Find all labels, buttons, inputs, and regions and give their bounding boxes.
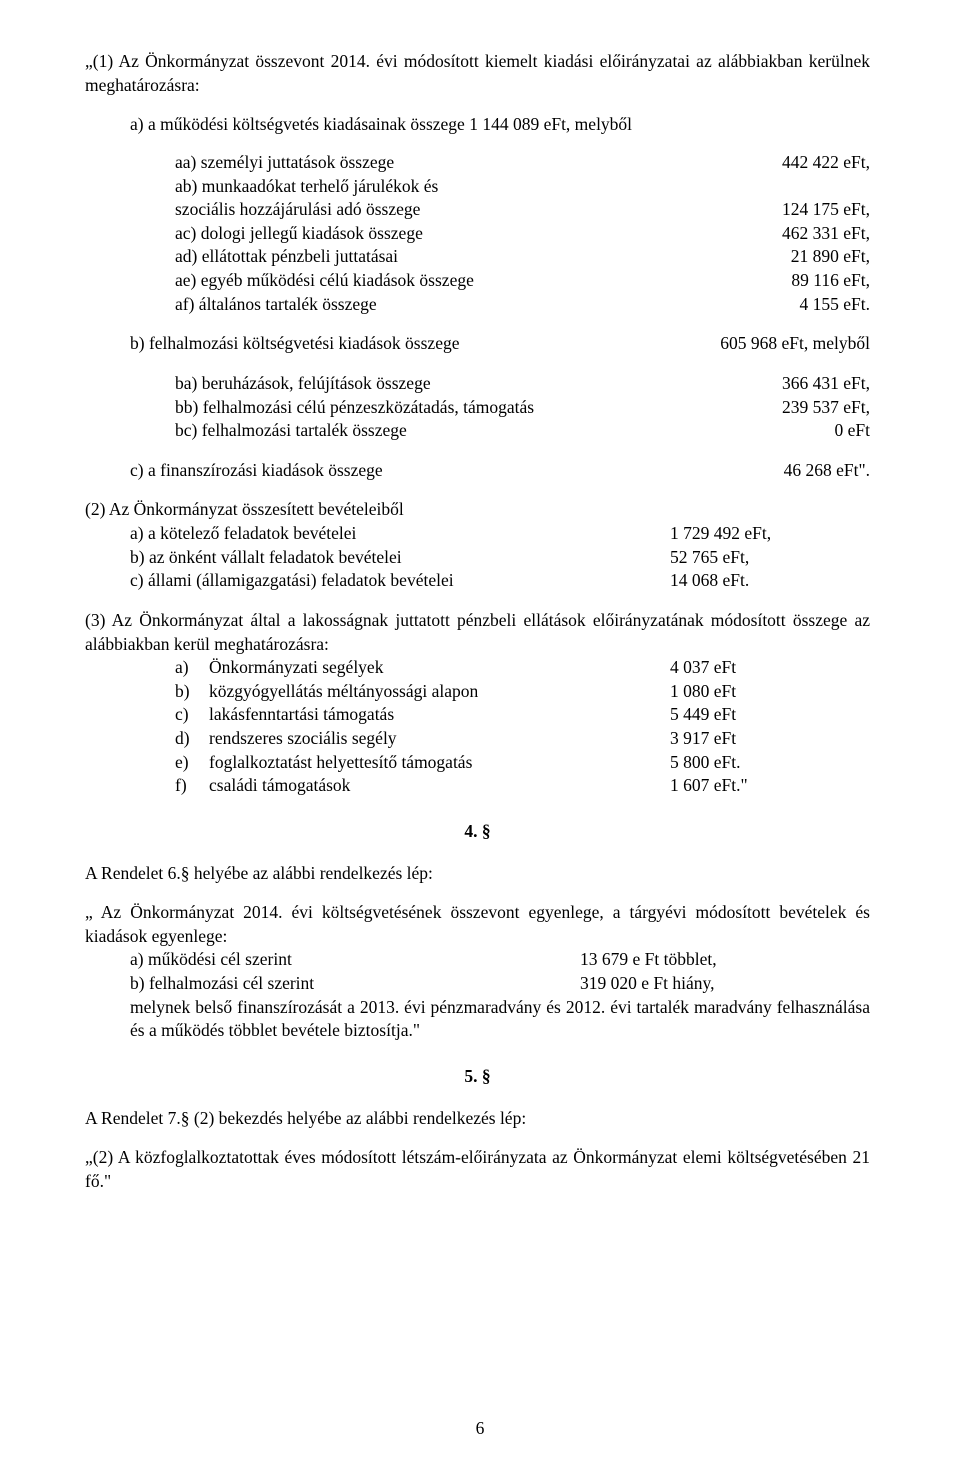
row-2c: c) állami (államigazgatási) feladatok be… [85,569,870,593]
para-3-intro: (3) Az Önkormányzat által a lakosságnak … [85,609,870,656]
letter: e) [175,751,209,775]
para-1-a-sub: aa) személyi juttatások összege 442 422 … [85,151,870,316]
value: 605 968 eFt, melyből [660,332,870,356]
label: b) az önként vállalt feladatok bevételei [130,546,670,570]
section-4-quote-intro: „ Az Önkormányzat 2014. évi költségvetés… [85,901,870,948]
label: lakásfenntartási támogatás [209,703,670,727]
label: ae) egyéb működési célú kiadások összege [175,269,630,293]
value: 13 679 e Ft többlet, [580,948,870,972]
value: 1 607 eFt." [670,774,870,798]
letter: a) [175,656,209,680]
para-1-b-sub: ba) beruházások, felújítások összege 366… [85,372,870,443]
row-2a: a) a kötelező feladatok bevételei 1 729 … [85,522,870,546]
value: 239 537 eFt, [690,396,870,420]
section-4-lead: A Rendelet 6.§ helyébe az alábbi rendelk… [85,862,870,886]
value: 14 068 eFt. [670,569,870,593]
label: c) a finanszírozási kiadások összege [130,459,695,483]
row-ad: ad) ellátottak pénzbeli juttatásai 21 89… [85,245,870,269]
value: 89 116 eFt, [630,269,870,293]
row-ba: ba) beruházások, felújítások összege 366… [85,372,870,396]
label: rendszeres szociális segély [209,727,670,751]
row-ab-line2: szociális hozzájárulási adó összege 124 … [85,198,870,222]
label: aa) személyi juttatások összege [175,151,630,175]
row-4b: b) felhalmozási cél szerint 319 020 e Ft… [85,972,870,996]
para-1-b: b) felhalmozási költségvetési kiadások ö… [85,332,870,356]
value: 4 155 eFt. [630,293,870,317]
row-ab-line1: ab) munkaadókat terhelő járulékok és [85,175,870,199]
label: af) általános tartalék összege [175,293,630,317]
label: b) felhalmozási költségvetési kiadások ö… [130,332,660,356]
para-2-intro: (2) Az Önkormányzat összesített bevétele… [85,498,870,522]
value: 3 917 eFt [670,727,870,751]
value: 319 020 e Ft hiány, [580,972,870,996]
letter: f) [175,774,209,798]
row-3b: b) közgyógyellátás méltányossági alapon … [85,680,870,704]
label: Önkormányzati segélyek [209,656,670,680]
label: ba) beruházások, felújítások összege [175,372,690,396]
label: közgyógyellátás méltányossági alapon [209,680,670,704]
label: bc) felhalmozási tartalék összege [175,419,690,443]
value: 462 331 eFt, [630,222,870,246]
letter: c) [175,703,209,727]
label: c) állami (államigazgatási) feladatok be… [130,569,670,593]
section-5-number: 5. § [85,1065,870,1089]
row-ae: ae) egyéb működési célú kiadások összege… [85,269,870,293]
row-3a: a) Önkormányzati segélyek 4 037 eFt [85,656,870,680]
para-2-sub: a) a kötelező feladatok bevételei 1 729 … [85,522,870,593]
para-1-intro: „(1) Az Önkormányzat összevont 2014. évi… [85,50,870,97]
row-2b: b) az önként vállalt feladatok bevételei… [85,546,870,570]
label: szociális hozzájárulási adó összege [175,198,630,222]
label: a) működési cél szerint [130,948,580,972]
page-number: 6 [0,1417,960,1441]
value: 366 431 eFt, [690,372,870,396]
letter: d) [175,727,209,751]
label: a) a kötelező feladatok bevételei [130,522,670,546]
letter: b) [175,680,209,704]
value: 1 080 eFt [670,680,870,704]
row-ac: ac) dologi jellegű kiadások összege 462 … [85,222,870,246]
section-5-lead: A Rendelet 7.§ (2) bekezdés helyébe az a… [85,1107,870,1131]
value: 1 729 492 eFt, [670,522,870,546]
value: 52 765 eFt, [670,546,870,570]
label: foglalkoztatást helyettesítő támogatás [209,751,670,775]
row-3f: f) családi támogatások 1 607 eFt." [85,774,870,798]
value: 5 449 eFt [670,703,870,727]
row-3e: e) foglalkoztatást helyettesítő támogatá… [85,751,870,775]
para-1-a: a) a működési költségvetés kiadásainak ö… [85,113,870,137]
value: 4 037 eFt [670,656,870,680]
section-5-quote: „(2) A közfoglalkoztatottak éves módosít… [85,1146,870,1193]
para-3-sub: a) Önkormányzati segélyek 4 037 eFt b) k… [85,656,870,798]
label: ad) ellátottak pénzbeli juttatásai [175,245,630,269]
row-bc: bc) felhalmozási tartalék összege 0 eFt [85,419,870,443]
value: 0 eFt [690,419,870,443]
section-4-number: 4. § [85,820,870,844]
row-3d: d) rendszeres szociális segély 3 917 eFt [85,727,870,751]
row-bb: bb) felhalmozási célú pénzeszközátadás, … [85,396,870,420]
row-aa: aa) személyi juttatások összege 442 422 … [85,151,870,175]
value: 46 268 eFt". [695,459,870,483]
section-4-sub: a) működési cél szerint 13 679 e Ft több… [85,948,870,995]
value: 124 175 eFt, [630,198,870,222]
value: 5 800 eFt. [670,751,870,775]
row-3c: c) lakásfenntartási támogatás 5 449 eFt [85,703,870,727]
row-af: af) általános tartalék összege 4 155 eFt… [85,293,870,317]
label: bb) felhalmozási célú pénzeszközátadás, … [175,396,690,420]
label: ac) dologi jellegű kiadások összege [175,222,630,246]
value: 442 422 eFt, [630,151,870,175]
label: b) felhalmozási cél szerint [130,972,580,996]
row-4a: a) működési cél szerint 13 679 e Ft több… [85,948,870,972]
value: 21 890 eFt, [630,245,870,269]
document-page: „(1) Az Önkormányzat összevont 2014. évi… [0,0,960,1467]
para-1-c: c) a finanszírozási kiadások összege 46 … [85,459,870,483]
section-4-tail: melynek belső finanszírozását a 2013. év… [85,996,870,1043]
label: családi támogatások [209,774,670,798]
